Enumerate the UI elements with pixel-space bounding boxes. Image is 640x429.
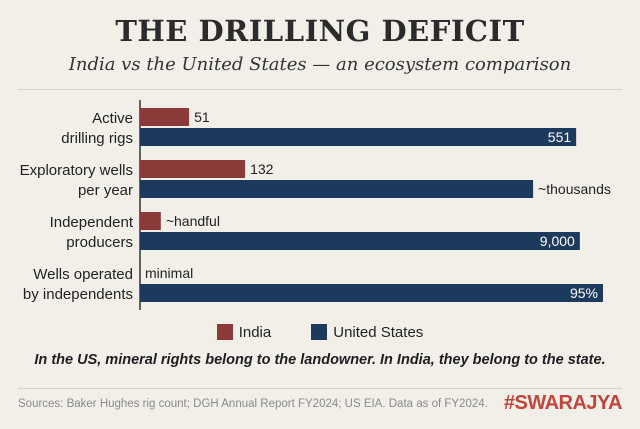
chart-title: THE DRILLING DEFICIT [115,14,525,48]
category-label: drilling rigs [61,130,133,147]
data-label: 132 [250,161,274,177]
legend-item-india: India [216,324,272,341]
legend-item-us: United States [311,324,423,341]
category-label: Wells operated [33,266,133,283]
bar-us [140,128,577,146]
legend-label: United States [333,324,424,341]
bar-chart: Active drilling rigs 51 551 Exploratory well… [20,100,611,310]
data-label: 95% [570,285,598,301]
footnote: In the US, mineral rights belong to the … [34,352,606,368]
data-label: minimal [145,265,193,281]
india-swatch [216,324,233,340]
bar-us [140,232,580,250]
bar-us [140,180,534,198]
bar-india [140,160,246,178]
chart-subtitle: India vs the United States — an ecosyste… [68,54,572,75]
data-label: ~thousands [538,181,611,197]
category-label: per year [78,182,133,199]
category-label: producers [66,234,133,251]
data-label: ~handful [166,213,220,229]
category-label: Exploratory wells [20,162,133,179]
brand-logo: #SWARAJYA [503,392,623,414]
divider [18,388,622,389]
legend-label: India [238,324,272,341]
legend: India United States [0,324,640,341]
category-label: Independent [50,214,134,231]
category-label: Active [92,110,133,127]
bar-india [140,212,161,230]
data-label: 51 [194,109,210,125]
category-label: by independents [23,286,133,303]
us-swatch [311,324,328,340]
data-label: 9,000 [540,233,575,249]
sources: Sources: Baker Hughes rig count; DGH Ann… [18,398,488,410]
bar-india [140,108,190,126]
bar-us [140,284,603,302]
divider [18,89,622,90]
data-label: 551 [548,129,572,145]
